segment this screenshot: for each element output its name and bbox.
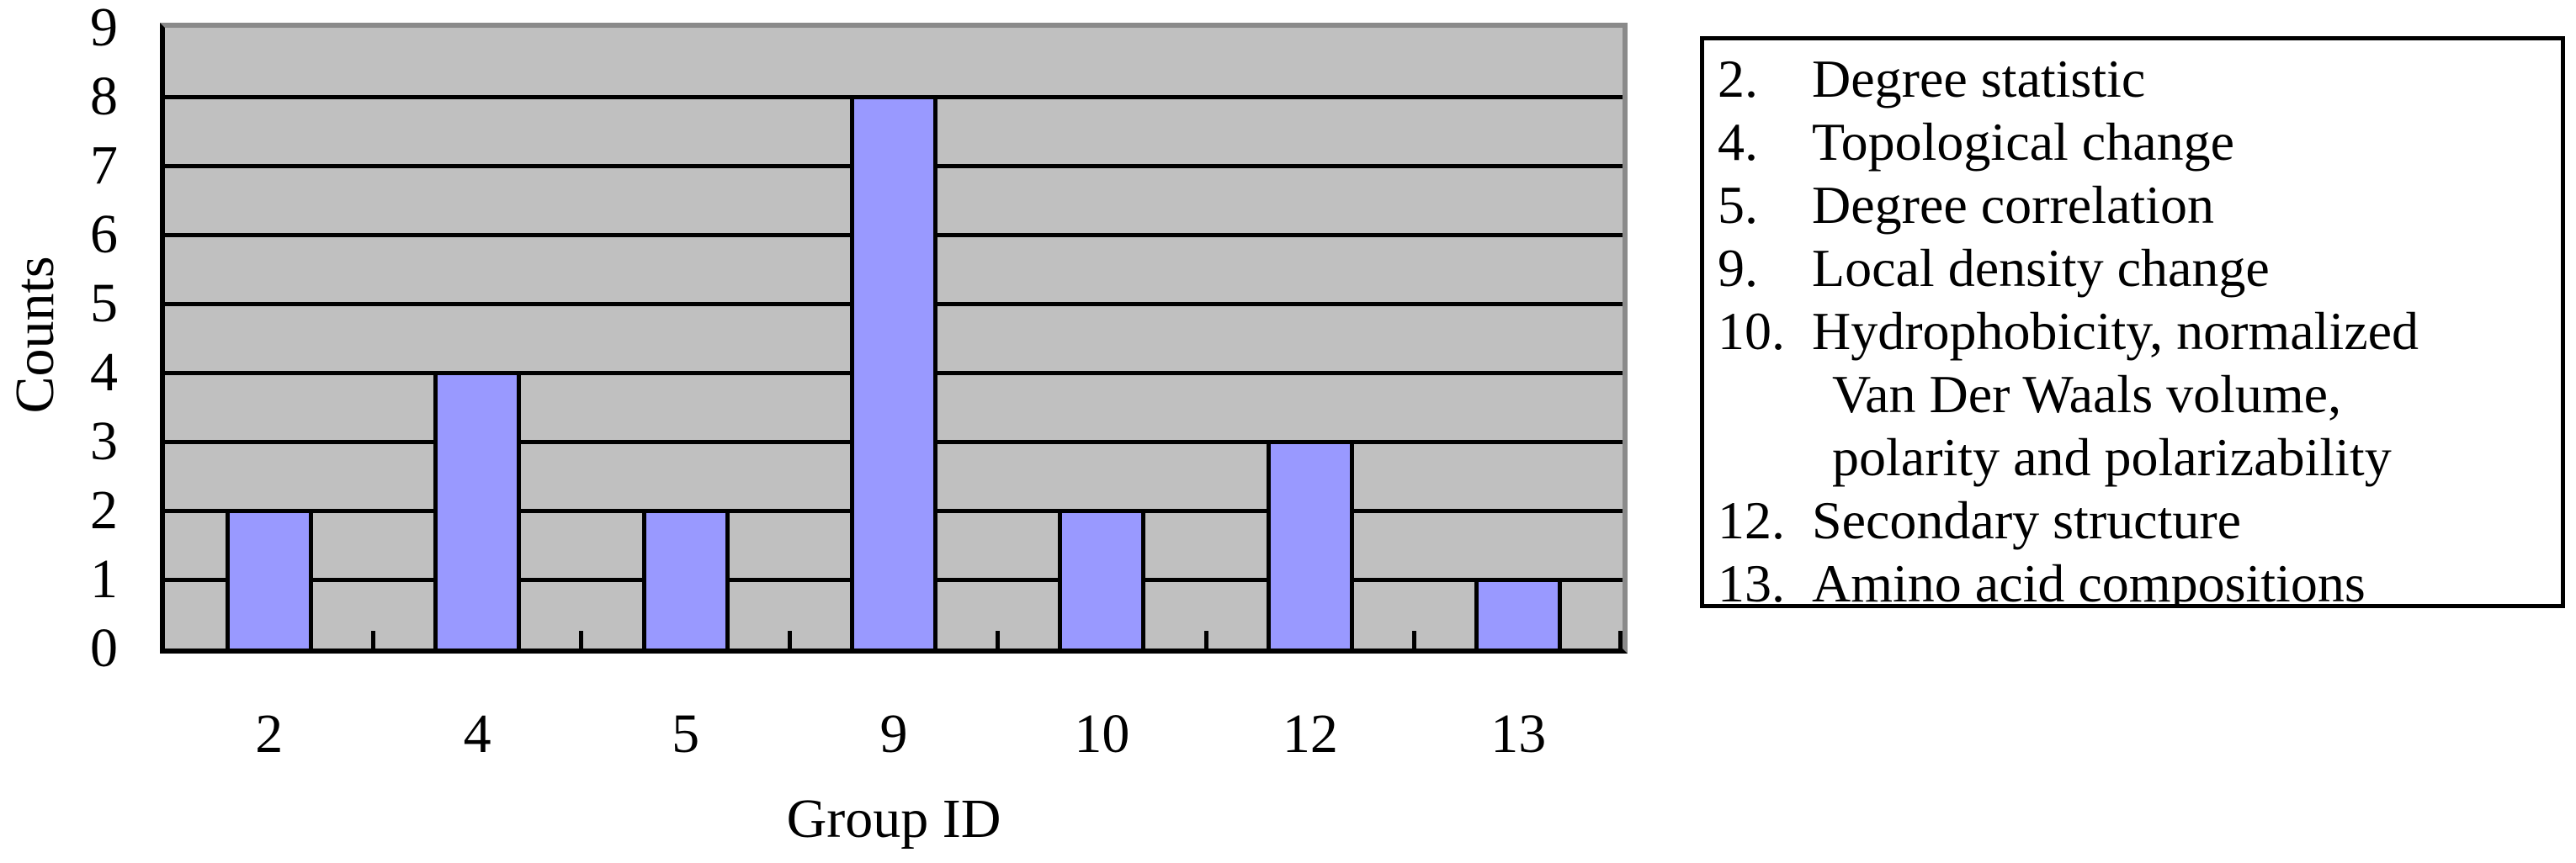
legend-item-text: Degree statistic bbox=[1812, 47, 2556, 110]
legend-box: 2. Degree statistic 4. Topological change 5.… bbox=[1700, 36, 2565, 608]
x-axis-tick bbox=[787, 631, 792, 649]
legend-item: 10. Hydrophobicity, normalized Van Der Waa… bbox=[1718, 299, 2556, 489]
bar-category-5 bbox=[641, 509, 730, 649]
x-axis-tick bbox=[370, 631, 375, 649]
x-tick-label: 13 bbox=[1490, 703, 1547, 765]
y-tick-label: 2 bbox=[90, 479, 118, 541]
y-tick-label: 4 bbox=[90, 341, 118, 403]
legend-item-text: Local density change bbox=[1812, 236, 2556, 299]
y-tick-label: 1 bbox=[90, 548, 118, 610]
x-tick-label: 9 bbox=[879, 703, 908, 765]
legend-item-line: Topological change bbox=[1812, 112, 2234, 172]
legend-item-text: Degree correlation bbox=[1812, 173, 2556, 236]
x-axis-tick bbox=[1618, 631, 1623, 649]
legend-item-text: Hydrophobicity, normalized Van Der Waals … bbox=[1812, 299, 2556, 489]
legend-item-line: Secondary structure bbox=[1812, 490, 2242, 550]
bar-category-2 bbox=[225, 509, 313, 649]
bar-category-13 bbox=[1474, 578, 1563, 649]
plot-inner bbox=[165, 28, 1623, 649]
legend-item-line: polarity and polarizability bbox=[1832, 427, 2392, 487]
x-tick-label: 2 bbox=[255, 703, 284, 765]
y-tick-label: 0 bbox=[90, 617, 118, 679]
legend-item-text: Amino acid compositions bbox=[1812, 552, 2556, 608]
plot-area bbox=[160, 23, 1628, 654]
y-tick-label: 7 bbox=[90, 135, 118, 196]
x-axis-tick bbox=[1412, 631, 1417, 649]
legend-item-number: 5. bbox=[1718, 175, 1758, 235]
x-axis-tick bbox=[579, 631, 584, 649]
y-tick-label: 3 bbox=[90, 410, 118, 472]
y-tick-label: 5 bbox=[90, 273, 118, 334]
y-tick-label: 6 bbox=[90, 204, 118, 265]
legend-item-line: Degree statistic bbox=[1812, 49, 2146, 109]
legend-item: 5. Degree correlation bbox=[1718, 173, 2556, 236]
bar-category-4 bbox=[433, 371, 522, 649]
x-axis-tick bbox=[1203, 631, 1208, 649]
legend-item-number: 12. bbox=[1718, 490, 1785, 550]
legend-item: 4. Topological change bbox=[1718, 110, 2556, 173]
bar-category-9 bbox=[850, 95, 937, 649]
x-axis-title: Group ID bbox=[786, 788, 1001, 850]
legend-item-line: Hydrophobicity, normalized bbox=[1812, 301, 2419, 361]
y-tick-label: 9 bbox=[90, 0, 118, 58]
y-tick-label: 8 bbox=[90, 66, 118, 127]
legend-item-line: Amino acid compositions bbox=[1812, 553, 2366, 608]
legend-item: 13. Amino acid compositions bbox=[1718, 552, 2556, 608]
legend-item: 12. Secondary structure bbox=[1718, 489, 2556, 552]
legend-item: 9. Local density change bbox=[1718, 236, 2556, 299]
legend-item-number: 13. bbox=[1718, 553, 1785, 608]
x-axis-tick bbox=[996, 631, 1001, 649]
bar-category-12 bbox=[1266, 440, 1354, 649]
legend-item-number: 4. bbox=[1718, 112, 1758, 172]
legend-item-number: 2. bbox=[1718, 49, 1758, 109]
x-tick-label: 4 bbox=[463, 703, 491, 765]
legend-item-text: Secondary structure bbox=[1812, 489, 2556, 552]
legend-item-number: 10. bbox=[1718, 301, 1785, 361]
legend-item-text: Topological change bbox=[1812, 110, 2556, 173]
bar-category-10 bbox=[1058, 509, 1146, 649]
legend-item-line: Van Der Waals volume, bbox=[1832, 364, 2342, 424]
legend-item-line: Degree correlation bbox=[1812, 175, 2214, 235]
legend-item-line: Local density change bbox=[1812, 238, 2270, 298]
x-tick-label: 10 bbox=[1074, 703, 1130, 765]
legend-item-number: 9. bbox=[1718, 238, 1758, 298]
legend-item: 2. Degree statistic bbox=[1718, 47, 2556, 110]
x-tick-label: 12 bbox=[1282, 703, 1338, 765]
x-tick-label: 5 bbox=[672, 703, 700, 765]
